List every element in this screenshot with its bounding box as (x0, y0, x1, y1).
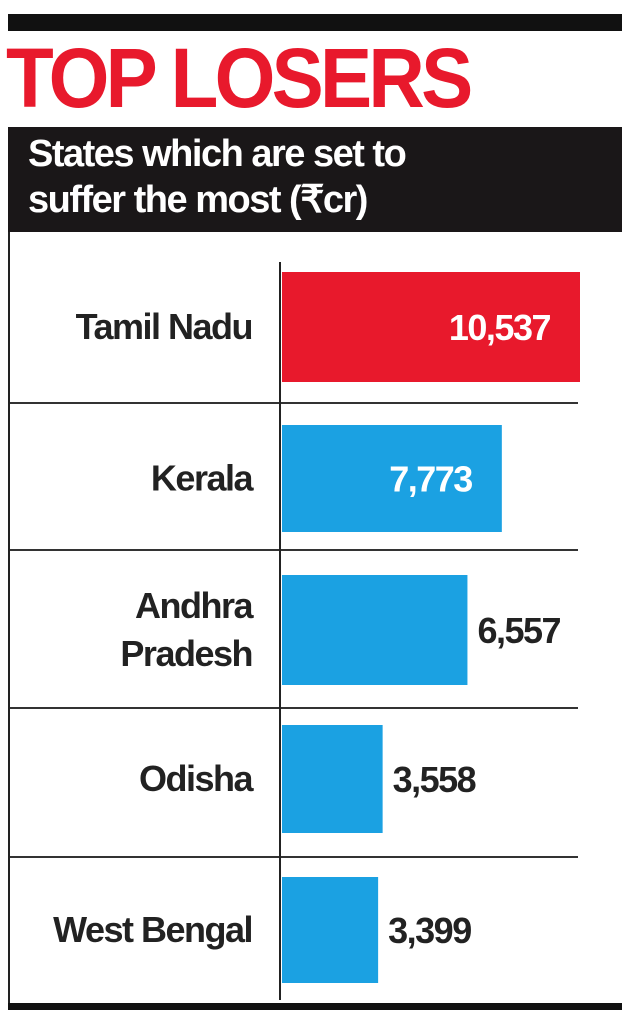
bar-andhra-pradesh (282, 575, 468, 685)
value-label: 3,558 (393, 759, 476, 800)
value-label: 10,537 (449, 307, 551, 348)
category-label: Kerala (151, 458, 255, 499)
value-label: 7,773 (389, 459, 472, 500)
bottom-rule (8, 1003, 622, 1010)
bar-west-bengal (282, 877, 379, 983)
subtitle-box: States which are set to suffer the most … (8, 127, 622, 232)
value-label: 3,399 (388, 910, 471, 951)
bar-tamil-nadu (282, 272, 580, 382)
category-label: Andhra (135, 585, 254, 626)
category-label: West Bengal (53, 909, 252, 950)
subtitle-line: States which are set to (28, 133, 407, 175)
chart-title: TOP LOSERS (6, 31, 473, 125)
subtitle-line: suffer the most (₹cr) (28, 179, 368, 221)
category-label: Odisha (139, 758, 255, 799)
bar-odisha (282, 725, 383, 833)
top-rule (8, 14, 622, 31)
category-label: Tamil Nadu (76, 306, 252, 347)
category-label: Pradesh (120, 633, 252, 674)
chart-subtitle: States which are set to suffer the most … (28, 131, 407, 223)
bar-kerala (282, 425, 502, 532)
left-border (8, 232, 10, 1007)
value-label: 6,557 (477, 610, 560, 651)
